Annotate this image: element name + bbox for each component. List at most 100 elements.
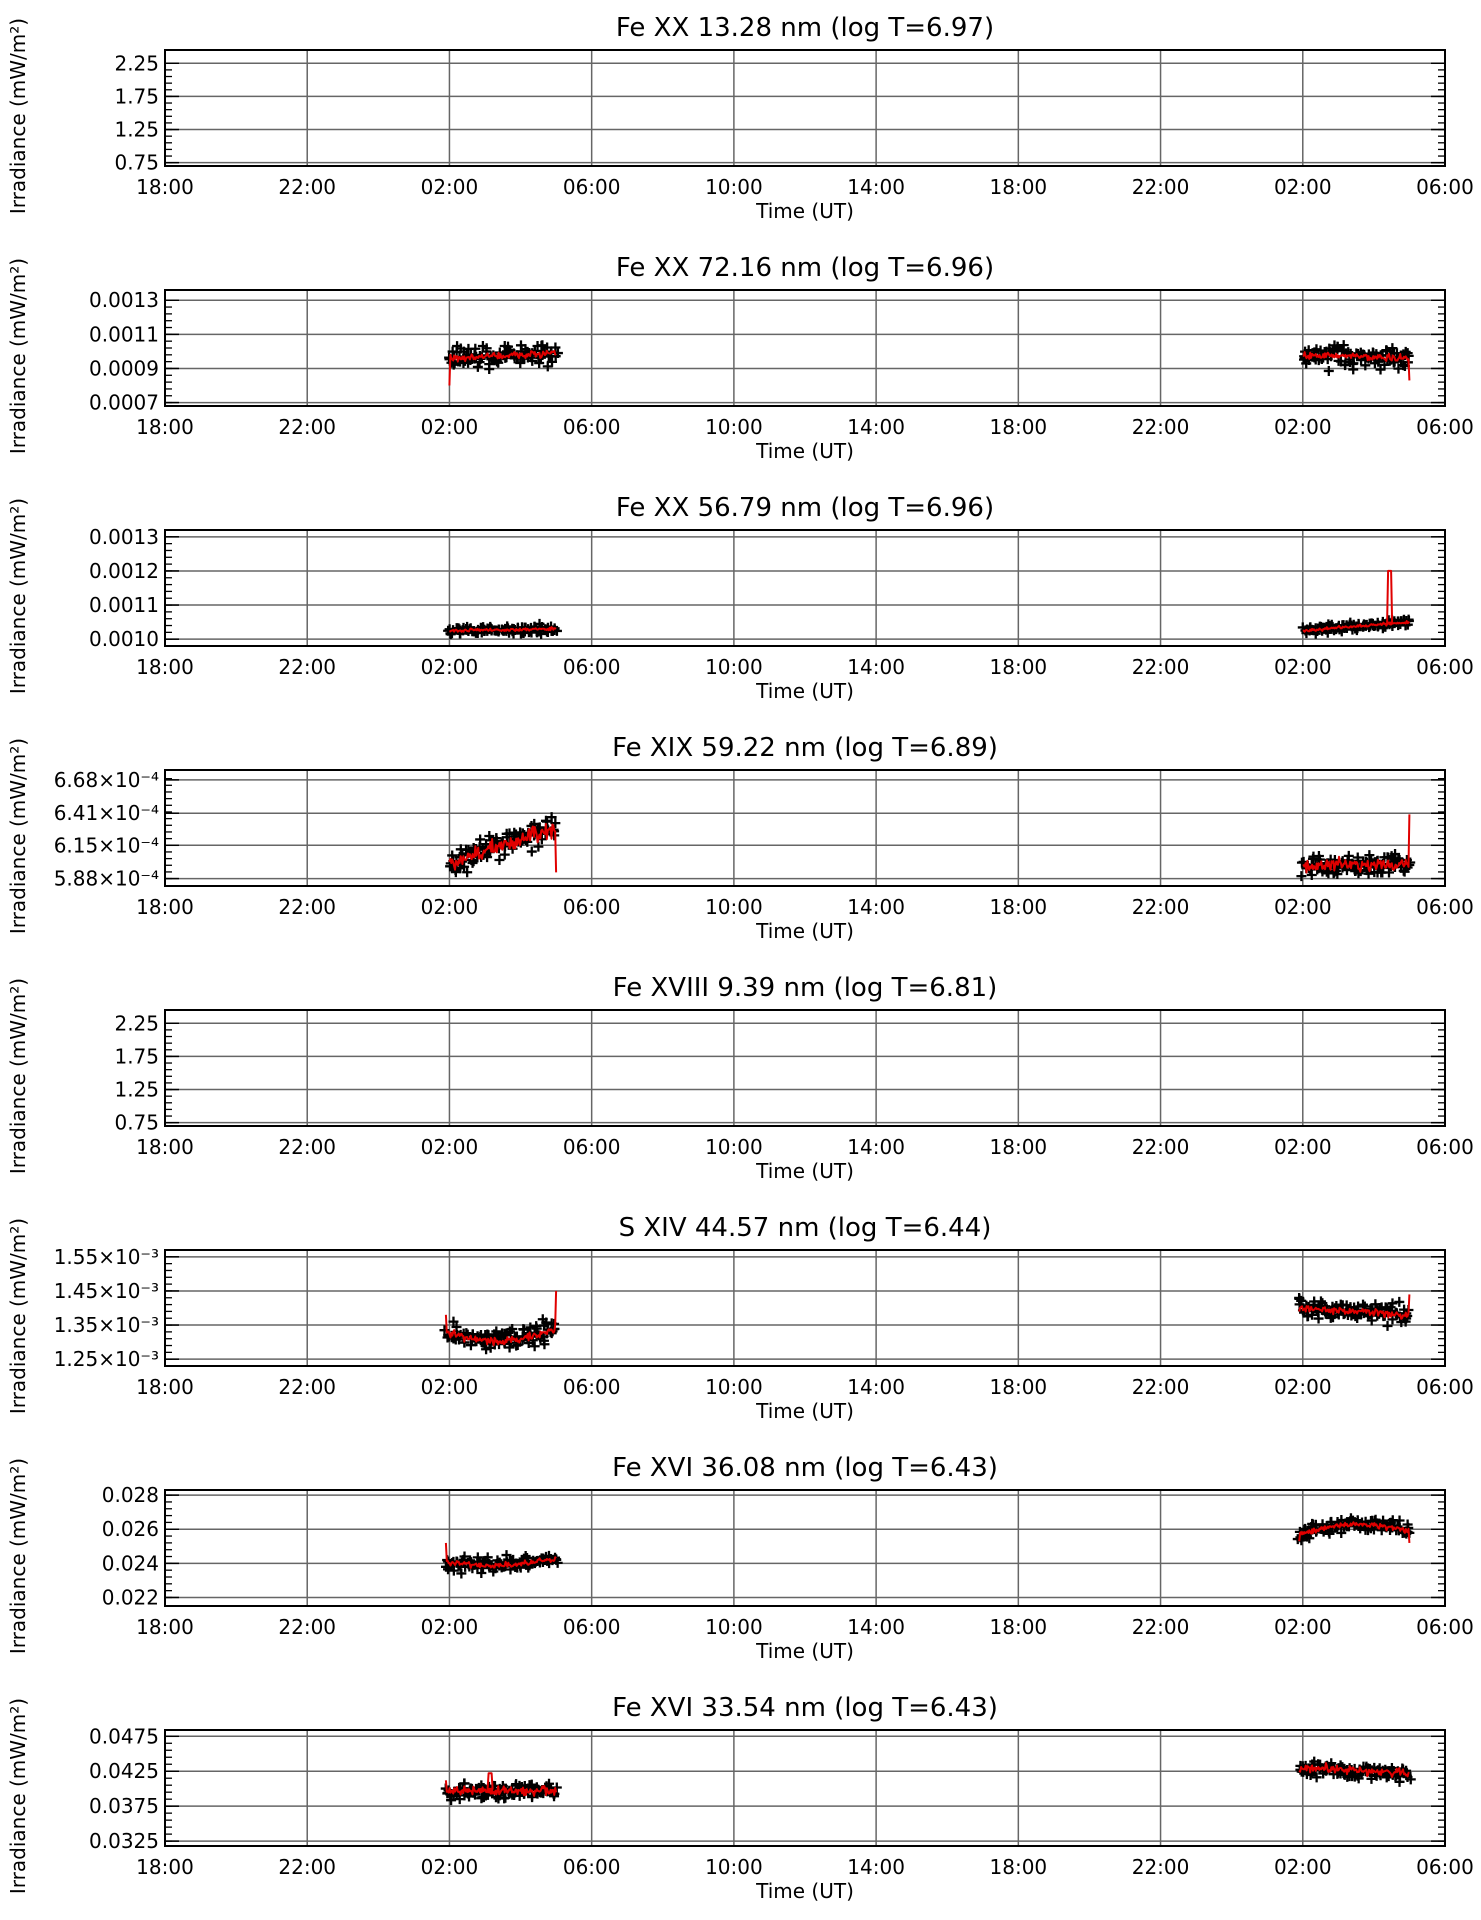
x-tick-label: 02:00 — [421, 895, 479, 919]
data-point — [1323, 365, 1334, 376]
y-tick-label: 0.0013 — [89, 525, 159, 549]
data-point — [546, 812, 557, 823]
x-tick-label: 22:00 — [278, 175, 336, 199]
data-point — [1364, 850, 1375, 861]
data-point — [529, 1341, 540, 1352]
y-tick-label: 2.25 — [114, 1011, 159, 1035]
plot-frame — [164, 1009, 1446, 1127]
data-layer — [444, 340, 1414, 386]
y-tick-label: 0.0007 — [89, 391, 159, 415]
x-tick-label: 14:00 — [847, 895, 905, 919]
x-tick-label: 02:00 — [1274, 415, 1332, 439]
chart-title: S XIV 44.57 nm (log T=6.44) — [619, 1213, 992, 1243]
x-tick-label: 22:00 — [1132, 895, 1190, 919]
data-layer — [443, 569, 1414, 640]
data-point — [1313, 1313, 1324, 1324]
data-point — [1360, 360, 1371, 371]
plot-frame — [164, 529, 1446, 647]
data-point — [1311, 1772, 1322, 1783]
y-axis-label: Irradiance (mW/m²) — [6, 738, 30, 934]
data-point — [499, 849, 510, 860]
x-tick-label: 06:00 — [563, 1855, 621, 1879]
x-tick-label: 22:00 — [1132, 415, 1190, 439]
data-point — [1306, 869, 1317, 880]
y-tick-label: 5.88×10⁻⁴ — [54, 867, 159, 891]
y-tick-label: 0.0010 — [89, 627, 159, 651]
data-point — [1338, 340, 1349, 351]
average-line — [1298, 1762, 1410, 1779]
chart-svg: Fe XVIII 9.39 nm (log T=6.81) 2.25 1.75 1.2… — [6, 973, 1474, 1183]
x-tick-label: 02:00 — [421, 175, 479, 199]
x-tick-label: 18:00 — [136, 1855, 194, 1879]
x-tick-label: 06:00 — [1416, 1375, 1474, 1399]
x-tick-label: 10:00 — [705, 1135, 763, 1159]
x-tick-label: 02:00 — [1274, 175, 1332, 199]
data-point — [1405, 1774, 1416, 1785]
plot-frame — [164, 49, 1446, 167]
y-axis-label: Irradiance (mW/m²) — [6, 258, 30, 454]
x-tick-label: 18:00 — [136, 415, 194, 439]
x-tick-label: 10:00 — [705, 175, 763, 199]
y-tick-label: 1.25 — [114, 118, 159, 142]
y-tick-label: 0.0011 — [89, 322, 159, 346]
chart-title: Fe XIX 59.22 nm (log T=6.89) — [612, 733, 998, 763]
x-tick-label: 18:00 — [990, 1375, 1048, 1399]
x-tick-label: 14:00 — [847, 175, 905, 199]
average-line — [448, 823, 558, 873]
x-tick-label: 10:00 — [705, 415, 763, 439]
x-tick-label: 10:00 — [705, 1615, 763, 1639]
average-line — [1302, 569, 1411, 633]
average-line — [1298, 1294, 1411, 1320]
chart-svg: Fe XX 56.79 nm (log T=6.96) 0.0013 0.0012 0… — [6, 493, 1474, 703]
y-tick-label: 0.0011 — [89, 593, 159, 617]
chart-svg: S XIV 44.57 nm (log T=6.44) 1.55×10⁻³ 1.45… — [6, 1213, 1474, 1423]
chart-svg: Fe XVI 36.08 nm (log T=6.43) 0.028 0.026 0.… — [6, 1453, 1474, 1663]
chart-panel: Fe XVI 36.08 nm (log T=6.43) 0.028 0.026 0.… — [0, 1440, 1481, 1680]
average-line — [444, 1772, 558, 1797]
x-tick-label: 22:00 — [1132, 1855, 1190, 1879]
data-point — [539, 1339, 550, 1350]
y-tick-label: 1.75 — [114, 1044, 159, 1068]
x-tick-label: 22:00 — [1132, 1375, 1190, 1399]
x-tick-label: 18:00 — [136, 1135, 194, 1159]
y-tick-label: 0.022 — [102, 1585, 159, 1609]
chart-title: Fe XVI 36.08 nm (log T=6.43) — [612, 1453, 998, 1483]
data-point — [550, 818, 561, 829]
x-tick-label: 02:00 — [1274, 1135, 1332, 1159]
plot-frame — [164, 1249, 1446, 1367]
y-tick-label: 1.25 — [114, 1078, 159, 1102]
data-point — [527, 355, 538, 366]
x-tick-label: 06:00 — [1416, 1615, 1474, 1639]
y-axis-label: Irradiance (mW/m²) — [6, 1458, 30, 1654]
chart-panel: Fe XX 13.28 nm (log T=6.97) 2.25 1.75 1.25 0… — [0, 0, 1481, 240]
x-tick-label: 06:00 — [563, 1375, 621, 1399]
data-point — [494, 854, 505, 865]
plot-frame — [164, 1489, 1446, 1607]
x-tick-label: 06:00 — [563, 895, 621, 919]
data-point — [547, 356, 558, 367]
x-tick-label: 22:00 — [278, 1375, 336, 1399]
data-point — [484, 364, 495, 375]
x-tick-label: 06:00 — [1416, 415, 1474, 439]
data-layer — [439, 1290, 1414, 1355]
x-tick-label: 02:00 — [421, 1615, 479, 1639]
chart-title: Fe XX 72.16 nm (log T=6.96) — [616, 253, 994, 283]
data-point — [1343, 850, 1354, 861]
x-tick-label: 22:00 — [278, 895, 336, 919]
chart-panel: Fe XIX 59.22 nm (log T=6.89) 6.68×10⁻⁴ 6.4… — [0, 720, 1481, 960]
y-tick-label: 0.0012 — [89, 559, 159, 583]
x-axis-label: Time (UT) — [755, 199, 854, 223]
x-tick-label: 06:00 — [1416, 1855, 1474, 1879]
data-point — [552, 1557, 563, 1568]
y-tick-label: 0.75 — [114, 1111, 159, 1135]
y-axis-label: Irradiance (mW/m²) — [6, 18, 30, 214]
x-axis-label: Time (UT) — [755, 1879, 854, 1903]
x-tick-label: 14:00 — [847, 1375, 905, 1399]
x-tick-label: 22:00 — [1132, 175, 1190, 199]
x-tick-label: 06:00 — [1416, 1135, 1474, 1159]
data-point — [481, 343, 492, 354]
data-point — [482, 852, 493, 863]
data-point — [462, 867, 473, 878]
x-tick-label: 22:00 — [1132, 655, 1190, 679]
x-tick-label: 18:00 — [990, 1135, 1048, 1159]
